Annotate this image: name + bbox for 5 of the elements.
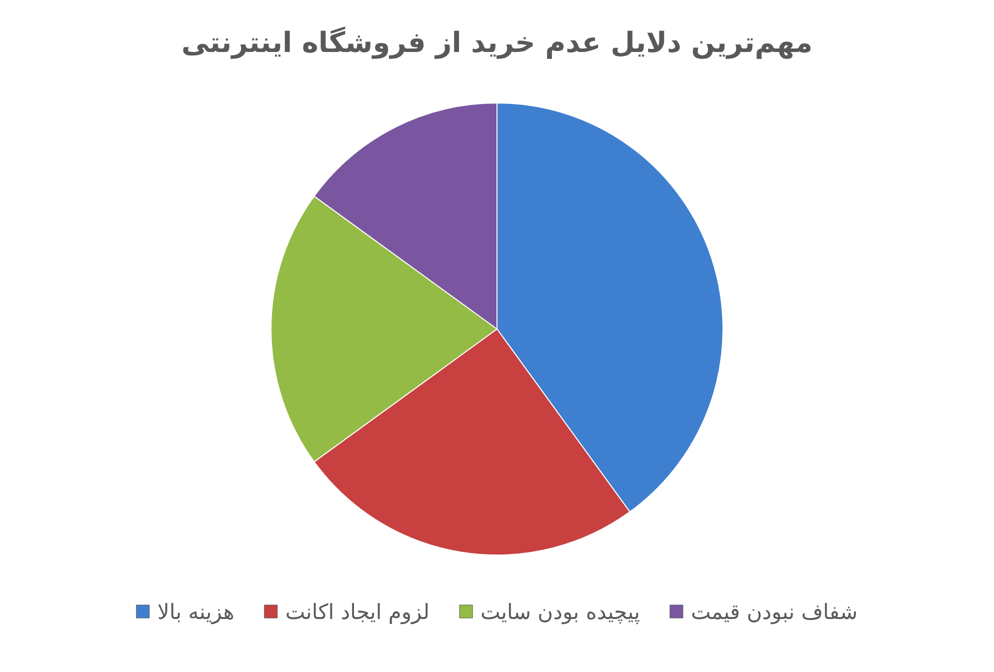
legend-label: شفاف نبودن قیمت (690, 600, 858, 625)
legend-label: پیچیده بودن سایت (480, 600, 640, 625)
legend-label: هزینه بالا (157, 600, 234, 625)
chart-title: مهم‌ترین دلایل عدم خرید از فروشگاه اینترنتی (181, 26, 813, 59)
legend-label: لزوم ایجاد اکانت (285, 600, 430, 625)
